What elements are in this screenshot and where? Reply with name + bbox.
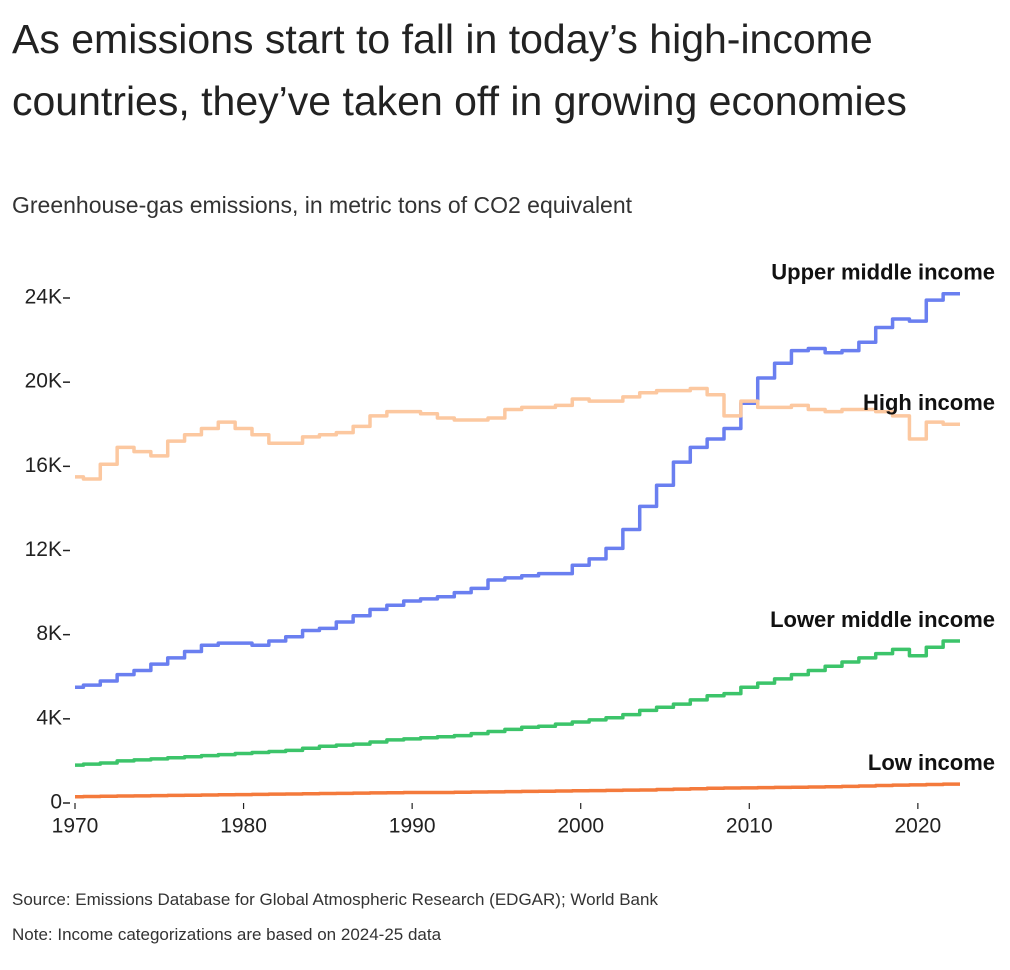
- y-tick-label: 16K: [25, 454, 62, 477]
- x-tick-label: 1970: [52, 815, 99, 838]
- chart: 0 4K 8K 12K 16K 20K 24K 1970 1980 1990 2000 2010 202…: [25, 260, 995, 838]
- x-tick-label: 2020: [894, 815, 941, 838]
- y-tick-label: 24K: [25, 286, 62, 309]
- series-label: High income: [863, 390, 995, 415]
- x-tick-label: 2010: [726, 815, 773, 838]
- x-tick-label: 2000: [557, 815, 604, 838]
- x-tick-label: 1990: [389, 815, 436, 838]
- series-line: [75, 639, 960, 767]
- series-line: [75, 386, 960, 481]
- chart-title: As emissions start to fall in today’s hi…: [12, 16, 907, 124]
- source: Source: Emissions Database for Global At…: [12, 890, 658, 909]
- series-label: Upper middle income: [771, 260, 995, 285]
- y-tick-label: 12K: [25, 538, 62, 561]
- note: Note: Income categorizations are based o…: [12, 925, 442, 944]
- series-label: Lower middle income: [770, 607, 995, 632]
- x-tick-label: 1980: [220, 815, 267, 838]
- y-tick-label: 20K: [25, 370, 62, 393]
- y-tick-label: 8K: [36, 622, 62, 645]
- series-label: Low income: [868, 750, 995, 775]
- series-line: [75, 782, 960, 799]
- y-tick-label: 0: [50, 791, 62, 814]
- y-tick-label: 4K: [36, 706, 62, 729]
- chart-subtitle: Greenhouse-gas emissions, in metric tons…: [12, 192, 633, 218]
- series-line: [75, 292, 960, 690]
